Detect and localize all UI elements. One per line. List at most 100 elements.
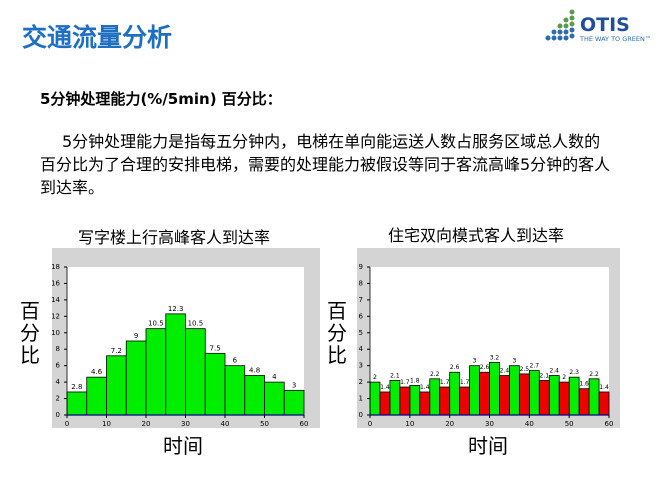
otis-logo: OTIS THE WAY TO GREEN™ — [540, 6, 670, 46]
data-label: 2.2 — [430, 371, 440, 378]
x-tick-label: 20 — [445, 420, 454, 428]
bar — [419, 391, 431, 416]
data-label: 3 — [512, 358, 516, 365]
data-label: 2.4 — [549, 368, 559, 375]
logo-brand: OTIS — [580, 14, 630, 36]
data-label: 2.5 — [520, 366, 530, 373]
data-label: 4.8 — [249, 367, 260, 375]
bar — [409, 384, 421, 416]
bar — [578, 388, 590, 416]
description-paragraph: 5分钟处理能力是指每五分钟内，电梯在单向能运送人数占服务区域总人数的百分比为了合… — [40, 132, 611, 197]
y-tick-label: 16 — [52, 279, 61, 287]
y-tick-label: 8 — [56, 345, 60, 353]
x-tick-label: 50 — [565, 420, 574, 428]
y-tick-label: 7 — [359, 296, 363, 304]
x-tick-label: 20 — [142, 420, 151, 428]
data-label: 1.4 — [380, 384, 390, 391]
bar — [379, 391, 391, 416]
bar — [145, 328, 167, 416]
y-tick-label: 5 — [359, 329, 363, 337]
chart2: 2 2.11.82.22.63 3.2 32.72.4 2.3 2.21.41.71.41… — [357, 248, 620, 428]
y-tick-label: 8 — [359, 279, 363, 287]
chart2-xlabel: 时间 — [468, 434, 508, 458]
bar — [389, 380, 401, 416]
y-tick-label: 10 — [52, 329, 60, 337]
data-label: 12.3 — [168, 305, 184, 313]
x-tick-label: 0 — [65, 420, 69, 428]
data-label: 1.8 — [410, 377, 420, 384]
bar — [538, 380, 550, 416]
data-label: 1.7 — [440, 379, 450, 386]
bar — [399, 386, 411, 416]
data-label: 2.2 — [589, 371, 599, 378]
y-tick-label: 6 — [56, 362, 61, 370]
y-tick-label: 2 — [56, 395, 60, 403]
chart2-ylabel: 百分比 — [327, 299, 347, 367]
data-label: 9 — [134, 332, 138, 340]
data-label: 2.1 — [390, 372, 400, 379]
data-label: 1.7 — [460, 379, 470, 386]
data-label: 7.5 — [210, 344, 221, 352]
bar — [598, 391, 610, 416]
data-label: 7.2 — [111, 347, 122, 355]
data-label: 3.2 — [490, 354, 500, 361]
x-tick-label: 0 — [368, 420, 372, 428]
y-tick-label: 2 — [359, 378, 363, 386]
data-label: 2.6 — [450, 364, 460, 371]
bar — [439, 386, 451, 416]
data-label: 1.7 — [400, 379, 410, 386]
bar — [449, 371, 461, 416]
data-label: 2 — [562, 374, 566, 381]
data-label: 2.1 — [539, 372, 549, 379]
data-label: 2.7 — [530, 363, 540, 370]
x-tick-label: 60 — [605, 420, 614, 428]
x-tick-label: 30 — [485, 420, 494, 428]
x-tick-label: 60 — [300, 420, 309, 428]
bar — [86, 376, 107, 416]
y-tick-label: 1 — [359, 395, 363, 403]
bar — [429, 378, 441, 416]
data-label: 10.5 — [148, 320, 164, 328]
bar — [204, 352, 226, 416]
x-tick-label: 10 — [102, 420, 111, 428]
data-label: 1.4 — [420, 384, 430, 391]
data-label: 6 — [233, 357, 238, 365]
section-subtitle: 5分钟处理能力(%/5min) 百分比： — [40, 90, 282, 108]
chart2-title: 住宅双向模式客人到达率 — [388, 226, 565, 245]
chart1-title: 写字楼上行高峰客人到达率 — [78, 228, 271, 247]
page-title: 交通流量分析 — [22, 23, 173, 52]
x-tick-label: 30 — [181, 420, 190, 428]
bar — [479, 371, 490, 416]
bar — [509, 365, 520, 416]
data-label: 2.4 — [500, 368, 510, 375]
chart1-ylabel: 百分比 — [20, 299, 40, 367]
bar — [489, 361, 500, 416]
bar — [588, 378, 600, 416]
y-tick-label: 3 — [359, 362, 363, 370]
bar — [244, 375, 265, 416]
bar — [125, 340, 147, 416]
bar — [185, 328, 206, 416]
bar — [548, 375, 560, 416]
y-tick-label: 18 — [52, 263, 60, 271]
x-tick-label: 50 — [260, 420, 269, 428]
bar — [224, 365, 246, 416]
bar — [499, 375, 510, 416]
y-tick-label: 0 — [359, 411, 363, 419]
data-label: 4.6 — [91, 368, 103, 376]
logo-dots-icon: OTIS THE WAY TO GREEN™ — [545, 9, 651, 43]
x-tick-label: 40 — [525, 420, 534, 428]
bar — [283, 389, 305, 416]
bar — [558, 381, 570, 416]
data-label: 2.6 — [480, 364, 490, 371]
data-label: 1.6 — [579, 381, 589, 388]
y-tick-label: 14 — [52, 296, 61, 304]
data-label: 2.8 — [71, 383, 82, 391]
bar — [518, 373, 530, 416]
bar — [568, 376, 580, 416]
bar — [66, 391, 88, 416]
bar — [459, 386, 470, 416]
bar — [264, 381, 285, 416]
bar — [469, 365, 480, 416]
bar — [369, 381, 381, 416]
